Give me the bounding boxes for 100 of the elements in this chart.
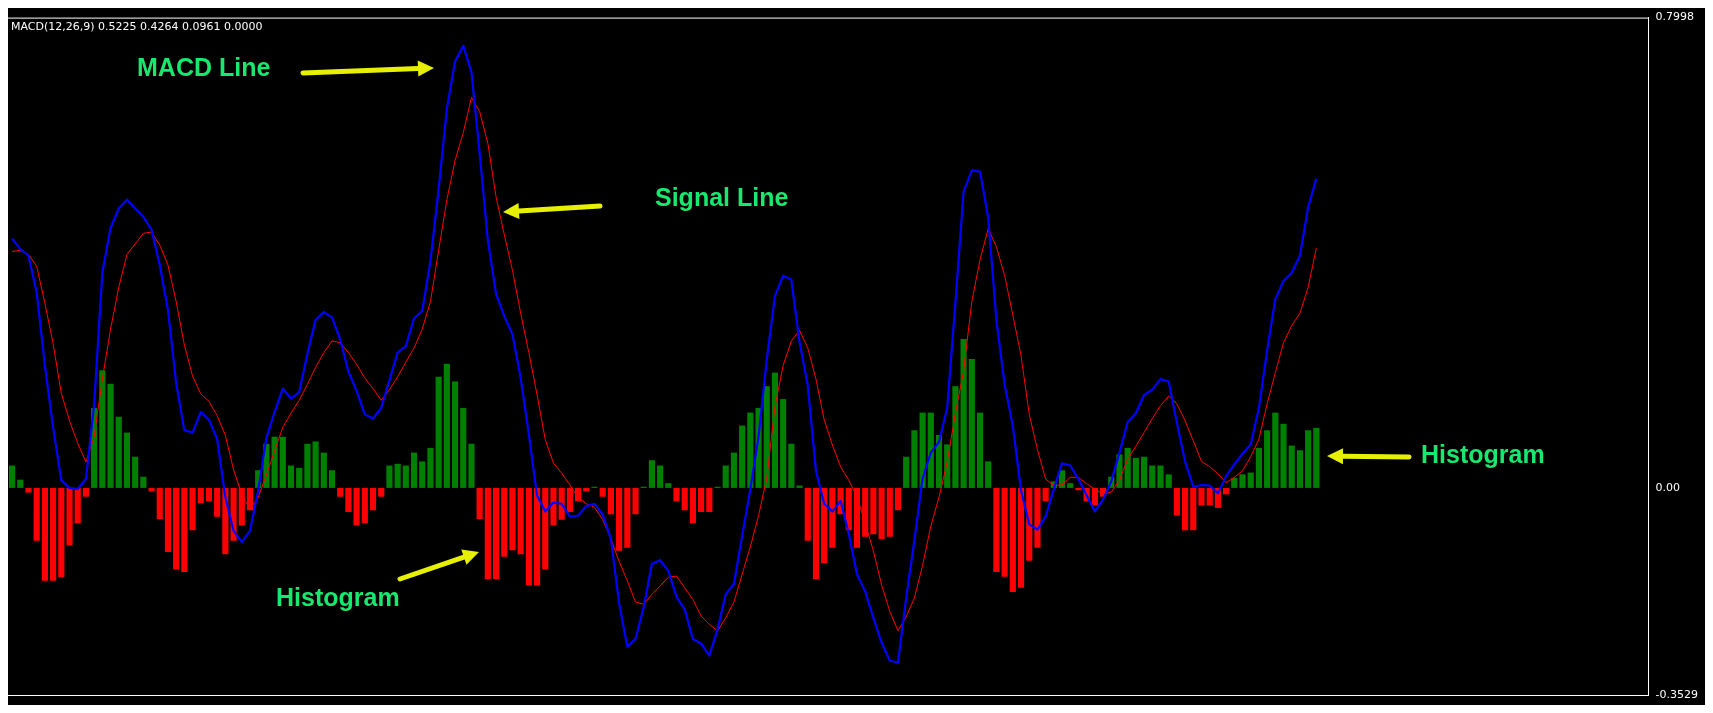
bar (9, 465, 16, 488)
bar (1296, 450, 1303, 488)
bar (804, 487, 811, 541)
bar (894, 487, 902, 511)
bar (320, 452, 327, 488)
bar (74, 487, 81, 524)
bar (657, 465, 664, 488)
bar (189, 487, 196, 531)
bar (460, 407, 467, 488)
bar (394, 463, 401, 488)
bar (911, 430, 918, 488)
bar (566, 487, 573, 512)
bar (878, 487, 885, 540)
y-tick-label: -0.3529 (1655, 688, 1699, 702)
bar (706, 487, 713, 512)
bar (58, 487, 65, 578)
bar (624, 487, 631, 548)
bar (181, 487, 188, 572)
bar (730, 452, 738, 488)
bar (542, 487, 549, 570)
bar (1017, 487, 1025, 588)
bar (501, 487, 508, 557)
bar (689, 487, 696, 524)
bar (410, 452, 418, 488)
bar (1149, 465, 1156, 488)
bar (82, 487, 89, 497)
bar (1075, 487, 1082, 491)
bar (1255, 447, 1262, 488)
bar (369, 487, 377, 511)
bar (287, 465, 295, 488)
bar (99, 370, 106, 488)
bar (1026, 487, 1033, 561)
bar (648, 460, 655, 488)
bar (468, 443, 475, 488)
bar (1173, 487, 1180, 516)
bar (607, 487, 614, 515)
bar (156, 487, 163, 520)
bar (353, 487, 360, 526)
y-tick-label: 0.7998 (1655, 10, 1695, 24)
bar (812, 487, 820, 580)
bar (1034, 487, 1041, 548)
bar (337, 487, 344, 497)
bar (173, 487, 180, 570)
bar (1042, 487, 1049, 502)
bar (673, 487, 680, 502)
bar (1091, 487, 1098, 506)
bar (525, 487, 532, 586)
bar (443, 363, 450, 488)
bar (616, 487, 623, 551)
bar (698, 487, 705, 512)
bar (115, 416, 122, 488)
bar (870, 487, 877, 535)
bar (435, 376, 442, 488)
bar (345, 487, 352, 512)
bar (681, 487, 688, 511)
bar (271, 436, 278, 488)
bar (25, 487, 32, 493)
bar (1124, 447, 1131, 488)
bar (1009, 487, 1016, 592)
bar (632, 487, 639, 515)
chart-title: MACD(12,26,9) 0.5225 0.4264 0.0961 0.0000 (11, 19, 263, 33)
bar (304, 443, 311, 488)
bar (829, 487, 836, 548)
annotation: Signal Line (655, 182, 789, 211)
annotation: MACD Line (137, 52, 271, 81)
bar (41, 487, 48, 581)
bar (296, 467, 303, 488)
bar (66, 487, 73, 546)
y-tick-label: 0.00 (1655, 480, 1681, 494)
bar (1182, 487, 1189, 531)
bar (1001, 487, 1008, 577)
bar (1288, 445, 1295, 488)
bar (1067, 483, 1074, 488)
bar (1313, 427, 1320, 488)
bar (451, 381, 459, 488)
bar (214, 487, 221, 517)
bar (550, 487, 557, 526)
bar (903, 456, 910, 488)
bar (279, 436, 286, 488)
bar (205, 487, 213, 502)
bar (1272, 412, 1279, 488)
bar (1165, 474, 1172, 488)
bar (476, 487, 483, 520)
annotation: Histogram (276, 582, 400, 611)
bar (197, 487, 204, 504)
bar (132, 456, 139, 488)
bar (985, 461, 992, 488)
bar (976, 412, 984, 488)
bar (960, 339, 967, 488)
bar (107, 383, 114, 488)
bar (1198, 487, 1205, 506)
bar (665, 483, 672, 488)
bar (402, 465, 409, 488)
bar (328, 470, 336, 488)
bar (845, 487, 852, 531)
bar (361, 487, 368, 524)
bar (1141, 456, 1148, 488)
bar (796, 485, 803, 488)
bar (739, 425, 746, 488)
bar (1239, 474, 1246, 488)
